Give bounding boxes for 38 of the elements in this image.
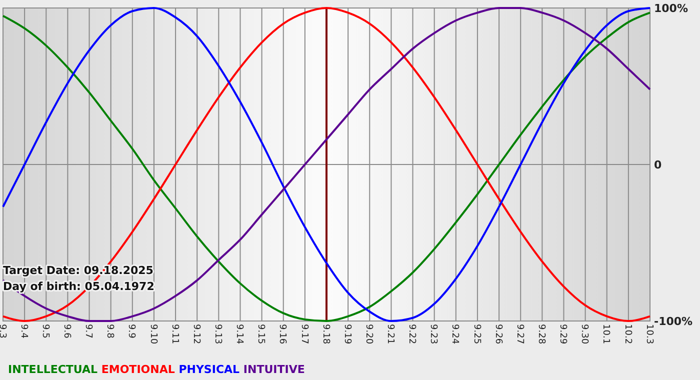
x-tick-label: 10.2 xyxy=(622,324,632,344)
x-tick-label: 9.4 xyxy=(18,324,28,339)
x-tick-label: 9.27 xyxy=(514,324,524,344)
x-tick-label: 9.8 xyxy=(104,324,115,339)
x-tick-label: 10.1 xyxy=(600,324,611,344)
x-tick-label: 9.19 xyxy=(342,324,352,344)
x-tick-label: 9.18 xyxy=(320,324,330,344)
text: INTUITIVE xyxy=(243,363,305,376)
x-tick-label: 9.29 xyxy=(558,324,568,344)
text: PHYSICAL xyxy=(178,363,244,376)
y-tick-label: 0 xyxy=(654,158,662,172)
x-tick-label: 9.23 xyxy=(428,324,438,344)
y-tick-label: 100% xyxy=(654,2,688,15)
x-tick-label: 9.16 xyxy=(277,324,288,344)
x-tick-label: 9.24 xyxy=(450,324,460,344)
x-tick-label: 9.25 xyxy=(471,324,482,344)
x-tick-label: 9.12 xyxy=(190,324,201,344)
y-tick-label: -100% xyxy=(654,314,693,328)
x-tick-label: 10.3 xyxy=(644,324,654,344)
x-tick-label: 9.22 xyxy=(406,324,417,344)
x-tick-label: 9.11 xyxy=(169,324,180,344)
x-tick-label: 9.6 xyxy=(62,324,72,339)
x-tick-label: 9.5 xyxy=(40,324,50,338)
x-tick-label: 9.7 xyxy=(83,324,94,338)
text: EMOTIONAL xyxy=(101,363,179,376)
x-tick-label: 9.26 xyxy=(492,324,503,344)
x-tick-label: 9.10 xyxy=(148,324,158,344)
x-tick-label: 9.3 xyxy=(0,324,7,338)
x-tick-label: 9.14 xyxy=(234,324,244,344)
x-tick-label: 9.17 xyxy=(298,324,309,344)
text: INTELLECTUAL xyxy=(8,363,102,376)
x-tick-label: 9.13 xyxy=(212,324,223,344)
x-tick-label: 9.30 xyxy=(579,324,590,344)
x-tick-label: 9.20 xyxy=(363,324,374,344)
x-tick-label: 9.21 xyxy=(385,324,396,344)
x-tick-label: 9.28 xyxy=(536,324,546,344)
x-tick-label: 9.15 xyxy=(256,324,266,344)
x-tick-label: 9.9 xyxy=(126,324,136,339)
